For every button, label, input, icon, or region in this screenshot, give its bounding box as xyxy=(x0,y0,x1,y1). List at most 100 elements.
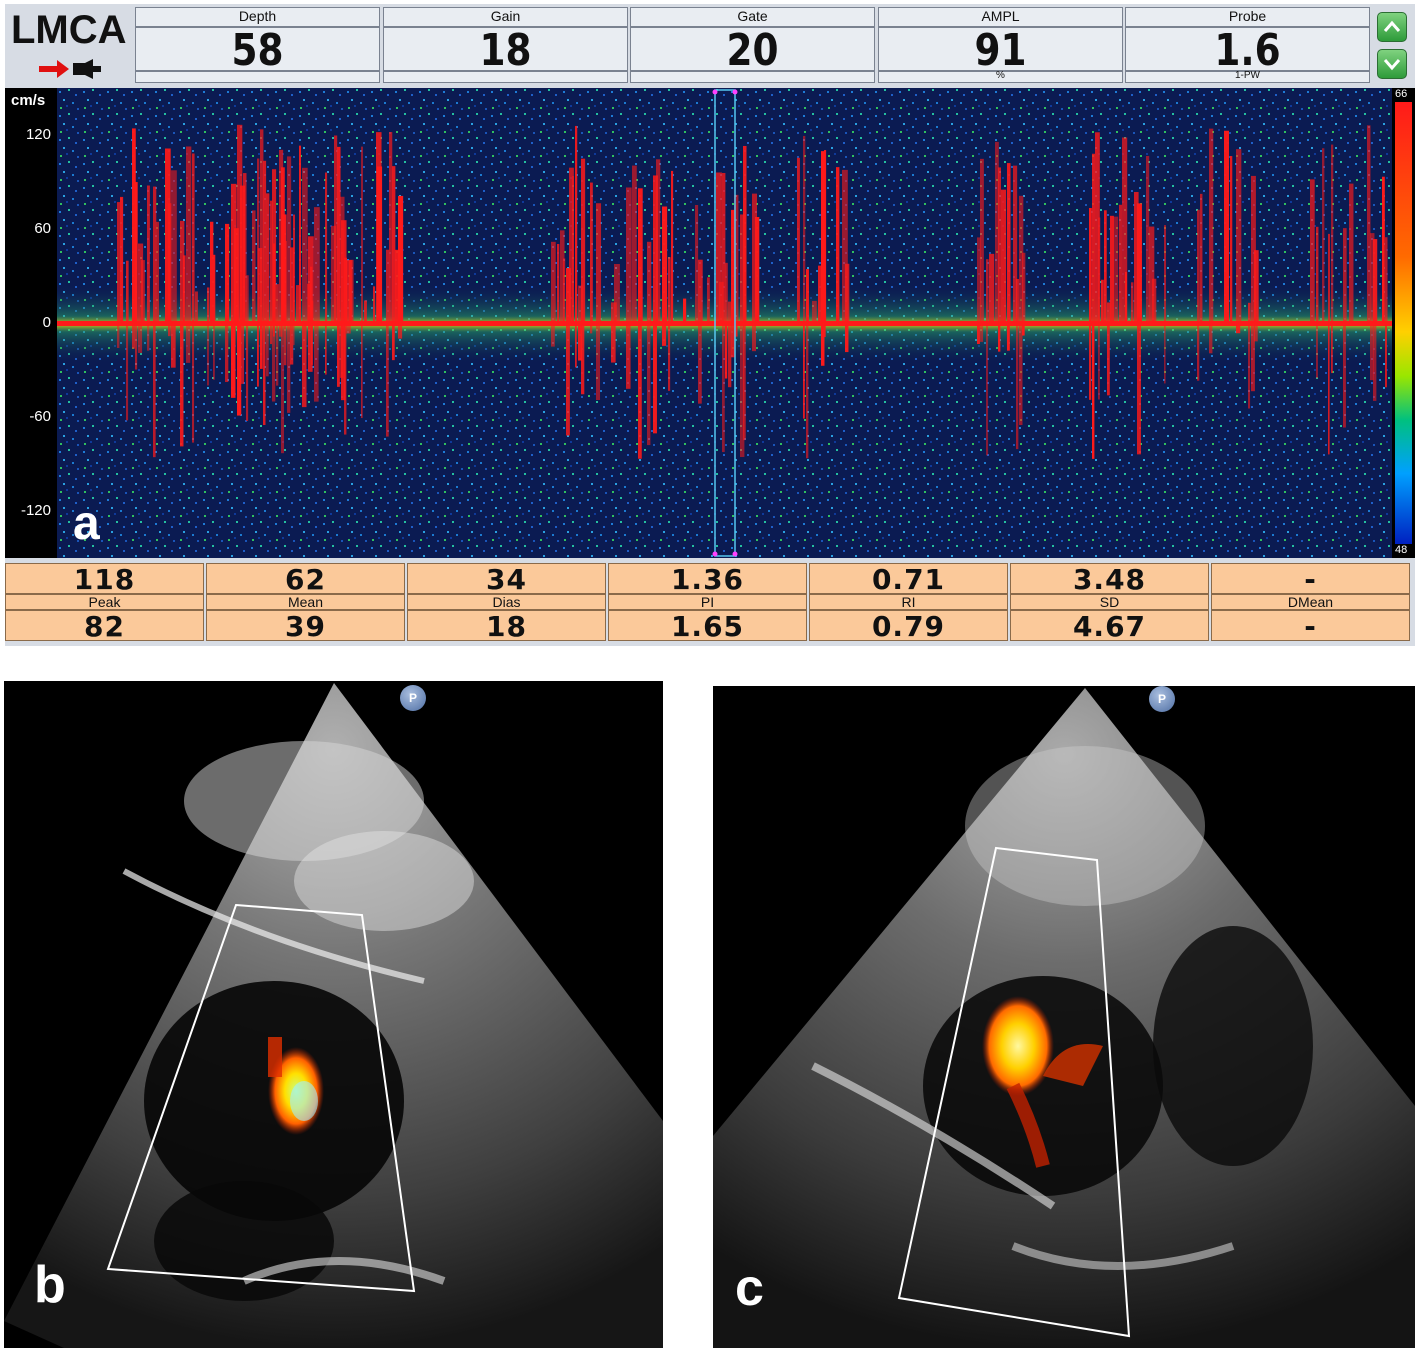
tick-label: 60 xyxy=(34,220,51,237)
param-ampl[interactable]: AMPL 91 % xyxy=(878,7,1123,83)
spectrum-burst xyxy=(237,323,242,416)
metric-value: 1.36 xyxy=(608,563,807,595)
spectrum-burst xyxy=(575,125,578,323)
spectrum-burst xyxy=(806,323,809,459)
spectrum-burst xyxy=(299,145,302,323)
spectrum-burst xyxy=(1248,302,1251,323)
spectrum-burst xyxy=(1001,189,1007,323)
spectrum-burst xyxy=(346,323,351,334)
spectrum-burst xyxy=(1370,323,1374,381)
spectrum-burst xyxy=(257,323,259,387)
spectrum-burst xyxy=(731,323,735,358)
probe-marker-icon: P xyxy=(400,685,426,711)
spectrum-burst xyxy=(722,172,726,323)
metric-label: Dias xyxy=(407,594,606,610)
metric-value: 18 xyxy=(407,610,606,642)
spectrum-burst xyxy=(252,210,256,323)
spectrum-burst xyxy=(1089,208,1092,323)
spectrum-burst xyxy=(1092,153,1095,323)
spectrum-burst xyxy=(638,188,643,323)
spectrum-burst xyxy=(707,277,710,323)
param-label: Probe xyxy=(1228,8,1267,24)
param-gate[interactable]: Gate 20 xyxy=(630,7,875,83)
spectrum-burst xyxy=(346,260,352,323)
spectrum-burst xyxy=(632,165,637,323)
spectrum-burst xyxy=(138,323,143,353)
spectrum-burst xyxy=(977,237,981,323)
spectrum-burst xyxy=(1248,323,1251,409)
spectrum-burst xyxy=(311,323,313,365)
spectrum-burst xyxy=(392,166,396,323)
spectrum-burst xyxy=(1007,163,1011,323)
spectrum-burst xyxy=(344,323,347,435)
spectrum-burst xyxy=(596,323,601,401)
spectrum-burst xyxy=(728,323,732,388)
spectrum-burst xyxy=(171,170,177,323)
probe-marker-icon: P xyxy=(1149,686,1175,712)
spectrum-burst xyxy=(281,323,285,454)
spectrum-burst xyxy=(361,323,363,419)
spectrum-burst xyxy=(337,146,341,323)
spectrum-burst xyxy=(1022,252,1026,323)
spectrum-burst xyxy=(153,323,156,458)
spectrum-burst xyxy=(569,167,574,323)
spectrum-burst xyxy=(977,323,980,344)
spectrum-burst xyxy=(1230,156,1233,323)
spectrum-burst xyxy=(325,323,327,375)
spectrum-burst xyxy=(180,323,184,447)
spectrum-burst xyxy=(213,323,215,380)
spectrum-burst xyxy=(195,291,198,323)
vessel-label: LMCA xyxy=(11,8,127,52)
spectrum-burst xyxy=(1385,323,1387,388)
spectrum-burst xyxy=(1370,233,1375,323)
spectrum-burst xyxy=(344,257,348,323)
spectrum-burst xyxy=(135,182,138,323)
spectrum-burst xyxy=(1098,217,1101,323)
spectrum-burst xyxy=(662,323,667,346)
spectrum-burst xyxy=(377,166,383,323)
spectrum-burst xyxy=(331,225,337,323)
spectrum-burst xyxy=(1164,225,1167,323)
spectrum-burst xyxy=(683,298,687,323)
scroll-up-button[interactable] xyxy=(1377,12,1407,42)
spectrum-burst xyxy=(998,323,1001,352)
param-value: 1.6 xyxy=(1214,25,1281,76)
param-label: Gain xyxy=(490,8,521,24)
spectrum-burst xyxy=(725,262,728,323)
metric-value: 39 xyxy=(206,610,405,642)
param-gain[interactable]: Gain 18 xyxy=(383,7,628,83)
spectrum-burst xyxy=(310,266,313,323)
param-probe[interactable]: Probe 1.6 1-PW xyxy=(1125,7,1370,83)
spectrum-burst xyxy=(296,285,300,323)
spectrum-burst xyxy=(734,194,739,323)
echo-image-b: P b xyxy=(4,681,663,1348)
spectrum-burst xyxy=(1197,323,1200,381)
spectrum-burst xyxy=(662,206,668,323)
metric-label: SD xyxy=(1010,594,1209,610)
spectrum-burst xyxy=(272,323,276,402)
param-depth[interactable]: Depth 58 xyxy=(135,7,380,83)
spectrum-burst xyxy=(1119,204,1122,323)
spectrum-burst xyxy=(171,323,176,368)
spectrum-burst xyxy=(614,263,620,323)
doppler-spectrum[interactable]: a xyxy=(57,88,1392,558)
spectrum-burst xyxy=(716,172,722,323)
spectrum-burst xyxy=(578,323,583,361)
spectrum-burst xyxy=(1385,237,1388,323)
spectrum-burst xyxy=(1328,233,1331,323)
metric-value: 4.67 xyxy=(1010,610,1209,642)
spectrum-burst xyxy=(270,200,273,323)
spectrum-burst xyxy=(1146,156,1150,323)
spectrum-burst xyxy=(207,323,209,386)
spectrum-burst xyxy=(845,263,850,323)
spectrum-burst xyxy=(243,173,247,323)
spectrum-burst xyxy=(361,146,364,323)
metric-value: 1.65 xyxy=(608,610,807,642)
spectrum-burst xyxy=(656,159,661,323)
spectrum-burst xyxy=(845,323,849,353)
spectrum-burst xyxy=(168,323,171,337)
spectrum-burst xyxy=(1164,323,1166,384)
intensity-colorbar: 66 48 xyxy=(1392,88,1415,558)
scroll-down-button[interactable] xyxy=(1377,49,1407,79)
spectrum-burst xyxy=(728,301,733,323)
